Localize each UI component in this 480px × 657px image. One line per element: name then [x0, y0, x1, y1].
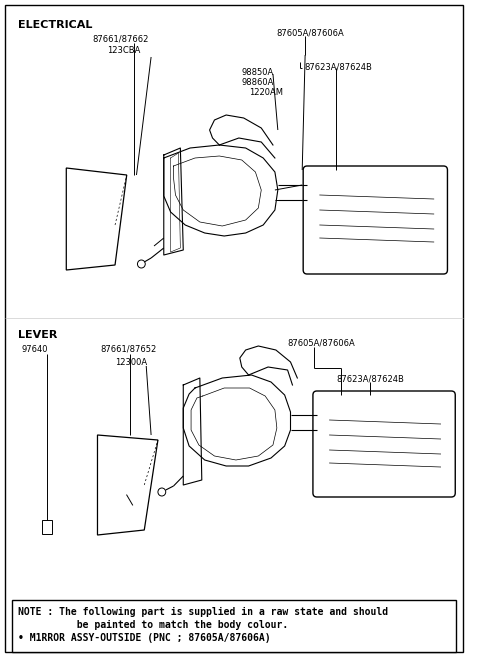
Text: 87605A/87606A: 87605A/87606A — [276, 28, 344, 37]
Text: 87661/87662: 87661/87662 — [93, 35, 149, 44]
Text: NOTE : The following part is supplied in a raw state and should: NOTE : The following part is supplied in… — [18, 607, 388, 617]
Text: LEVER: LEVER — [18, 330, 57, 340]
Text: • M1RROR ASSY-OUTSIDE (PNC ; 87605A/87606A): • M1RROR ASSY-OUTSIDE (PNC ; 87605A/8760… — [18, 633, 270, 643]
Bar — [42, 520, 52, 534]
Text: ELECTRICAL: ELECTRICAL — [18, 20, 92, 30]
Text: 98860A: 98860A — [242, 78, 274, 87]
Text: 87605A/87606A: 87605A/87606A — [288, 338, 355, 347]
Text: 97640: 97640 — [22, 345, 48, 354]
Text: 87661/87652: 87661/87652 — [100, 345, 156, 354]
Text: be painted to match the body colour.: be painted to match the body colour. — [18, 620, 288, 630]
Bar — [12, 600, 456, 652]
Text: 12300A: 12300A — [115, 358, 147, 367]
Text: 87623A/87624B: 87623A/87624B — [336, 375, 404, 384]
Text: 98850A: 98850A — [242, 68, 274, 77]
Text: 87623A/87624B: 87623A/87624B — [304, 62, 372, 71]
Text: 1220AM: 1220AM — [250, 88, 284, 97]
Text: 123CBA: 123CBA — [107, 46, 141, 55]
